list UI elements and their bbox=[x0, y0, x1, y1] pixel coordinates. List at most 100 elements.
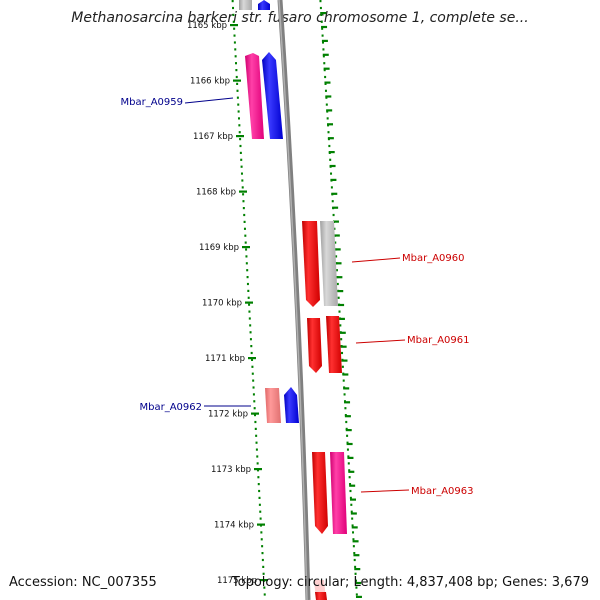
gene-top-blue[interactable] bbox=[258, 0, 270, 10]
track-dot bbox=[336, 282, 339, 286]
label-mbar-a0960[interactable]: Mbar_A0960 bbox=[402, 253, 465, 264]
tick-label: 1174 kbp bbox=[214, 521, 254, 531]
track-dot bbox=[351, 517, 354, 520]
gene-mbar-a0959[interactable] bbox=[245, 53, 264, 139]
gene-mbar-a0960[interactable] bbox=[302, 221, 320, 307]
gene-mbar-a0963[interactable] bbox=[312, 452, 328, 534]
track-dot bbox=[327, 131, 330, 134]
track-dot bbox=[348, 476, 351, 479]
gene-gray-1[interactable] bbox=[320, 221, 338, 306]
track-dot bbox=[345, 420, 348, 424]
track-dot bbox=[261, 558, 264, 562]
track-dot bbox=[352, 538, 355, 541]
track-dot bbox=[321, 27, 324, 30]
minor-tick bbox=[344, 415, 351, 418]
track-dot bbox=[240, 158, 243, 161]
track-dot bbox=[252, 393, 255, 396]
major-tick bbox=[248, 357, 256, 360]
minor-tick bbox=[335, 262, 342, 265]
minor-tick bbox=[323, 67, 330, 70]
gene-mbar-a0961[interactable] bbox=[307, 318, 322, 373]
minor-tick bbox=[343, 387, 350, 390]
minor-tick bbox=[352, 540, 359, 543]
minor-tick bbox=[341, 359, 348, 362]
tick-label: 1166 kbp bbox=[190, 77, 230, 87]
minor-tick bbox=[330, 178, 337, 181]
gene-blue-forward-2[interactable] bbox=[284, 387, 299, 423]
track-dot bbox=[344, 407, 347, 410]
track-dot bbox=[241, 179, 244, 182]
track-dot bbox=[263, 593, 266, 596]
track-dot bbox=[325, 103, 328, 106]
track-dot bbox=[259, 517, 262, 520]
gene-blue-forward-1[interactable] bbox=[262, 52, 283, 139]
track-dot bbox=[352, 545, 355, 548]
label-mbar-a0961[interactable]: Mbar_A0961 bbox=[407, 335, 470, 346]
track-dot bbox=[255, 448, 258, 451]
track-dot bbox=[261, 552, 264, 555]
label-mbar-a0962[interactable]: Mbar_A0962 bbox=[139, 402, 202, 413]
track-dot bbox=[234, 55, 237, 58]
track-dot bbox=[248, 303, 251, 306]
tick-label: 1175 kbp bbox=[217, 576, 257, 586]
track-dot bbox=[232, 6, 235, 10]
gene-bottom-red[interactable] bbox=[315, 592, 327, 600]
minor-tick bbox=[332, 206, 339, 209]
track-dot bbox=[260, 531, 263, 534]
track-dot bbox=[248, 317, 251, 320]
track-dot bbox=[246, 276, 249, 279]
track-dot bbox=[330, 186, 333, 189]
minor-tick bbox=[350, 512, 357, 515]
major-tick bbox=[242, 246, 250, 249]
minor-tick bbox=[339, 331, 346, 334]
connector-mbar-a0963 bbox=[360, 489, 410, 493]
track-dot bbox=[246, 269, 249, 272]
track-dot bbox=[235, 62, 238, 65]
label-mbar-a0963[interactable]: Mbar_A0963 bbox=[411, 486, 474, 497]
track-dot bbox=[329, 158, 332, 161]
connector-mbar-a0961 bbox=[355, 339, 406, 344]
track-dot bbox=[324, 75, 327, 79]
track-dot bbox=[249, 331, 252, 334]
track-dot bbox=[253, 400, 256, 403]
track-dot bbox=[333, 227, 336, 230]
track-dot bbox=[319, 0, 322, 3]
track-dot bbox=[252, 379, 255, 382]
map-title: Methanosarcina barkeri str. fusaro chrom… bbox=[71, 10, 529, 26]
track-dot bbox=[262, 565, 265, 568]
track-dot bbox=[354, 572, 357, 575]
track-dot bbox=[257, 469, 260, 472]
track-dot bbox=[351, 524, 354, 527]
track-dot bbox=[346, 434, 349, 437]
gene-red-2[interactable] bbox=[326, 316, 342, 373]
track-dot bbox=[349, 483, 352, 486]
track-dot bbox=[258, 503, 261, 506]
track-dot bbox=[335, 255, 338, 258]
track-dot bbox=[348, 469, 351, 472]
track-dot bbox=[340, 338, 343, 341]
minor-tick bbox=[331, 192, 338, 195]
track-dot bbox=[347, 462, 350, 465]
major-tick bbox=[260, 579, 268, 582]
tick-label: 1165 kbp bbox=[187, 21, 227, 31]
track-dot bbox=[259, 510, 262, 513]
minor-tick bbox=[351, 526, 358, 529]
gene-top-gray[interactable] bbox=[239, 0, 252, 10]
track-dot bbox=[334, 241, 337, 244]
gene-mbar-a0962[interactable] bbox=[265, 388, 281, 423]
backbone-highlight bbox=[278, 0, 308, 600]
track-dot bbox=[256, 455, 259, 458]
track-dot bbox=[262, 572, 265, 575]
minor-tick bbox=[354, 568, 361, 571]
track-dot bbox=[319, 6, 322, 10]
track-dot bbox=[235, 69, 238, 72]
gene-pink-2[interactable] bbox=[330, 452, 347, 534]
track-dot bbox=[245, 255, 248, 258]
tick-label: 1168 kbp bbox=[196, 188, 236, 198]
track-dot bbox=[350, 503, 353, 506]
track-dot bbox=[243, 213, 246, 217]
gene-features bbox=[239, 0, 347, 600]
label-mbar-a0959[interactable]: Mbar_A0959 bbox=[120, 97, 183, 108]
track-dot bbox=[237, 110, 240, 113]
track-dot bbox=[244, 241, 247, 244]
